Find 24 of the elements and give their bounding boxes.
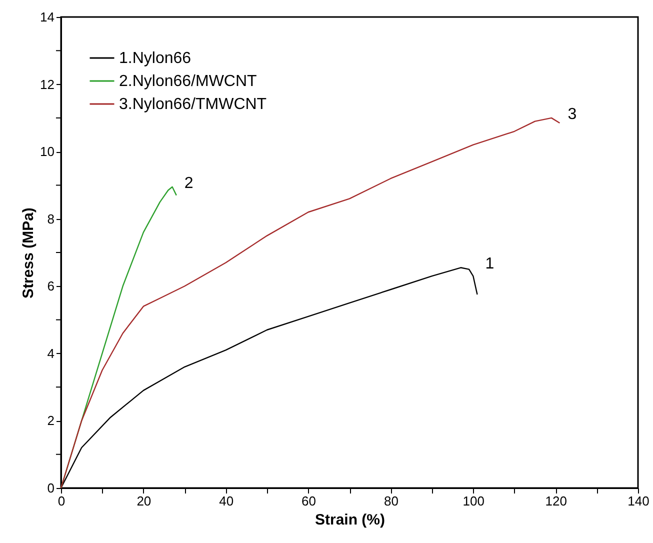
y-tick-label: 6 bbox=[47, 278, 54, 294]
y-axis-title: Stress (MPa) bbox=[20, 208, 38, 298]
x-tick-label: 80 bbox=[384, 494, 398, 508]
annotation: 1 bbox=[485, 256, 494, 273]
x-tick-label: 0 bbox=[58, 494, 66, 508]
y-tick-label: 10 bbox=[40, 144, 54, 160]
annotation: 2 bbox=[184, 174, 194, 192]
x-tick-label: 40 bbox=[219, 494, 234, 508]
legend-label: 2.Nylon66/MWCNT bbox=[119, 73, 258, 90]
y-tick-label: 2 bbox=[47, 413, 54, 428]
y-tick-label: 14 bbox=[40, 10, 54, 24]
legend-label: 3.Nylon66/TMWCNT bbox=[119, 96, 267, 113]
x-tick-label: 140 bbox=[628, 494, 650, 508]
x-axis-title: Strain (%) bbox=[314, 512, 386, 528]
y-tick-label: 12 bbox=[40, 76, 54, 92]
x-tick-label: 120 bbox=[545, 494, 567, 508]
legend-label: 1.Nylon66 bbox=[119, 50, 192, 67]
y-tick-label: 4 bbox=[47, 346, 54, 361]
x-tick-label: 60 bbox=[302, 494, 316, 508]
y-tick-label: 8 bbox=[47, 211, 54, 226]
x-tick-label: 100 bbox=[462, 494, 484, 508]
annotation: 3 bbox=[568, 106, 577, 123]
y-tick-label: 0 bbox=[47, 480, 54, 496]
x-tick-label: 20 bbox=[136, 494, 152, 508]
